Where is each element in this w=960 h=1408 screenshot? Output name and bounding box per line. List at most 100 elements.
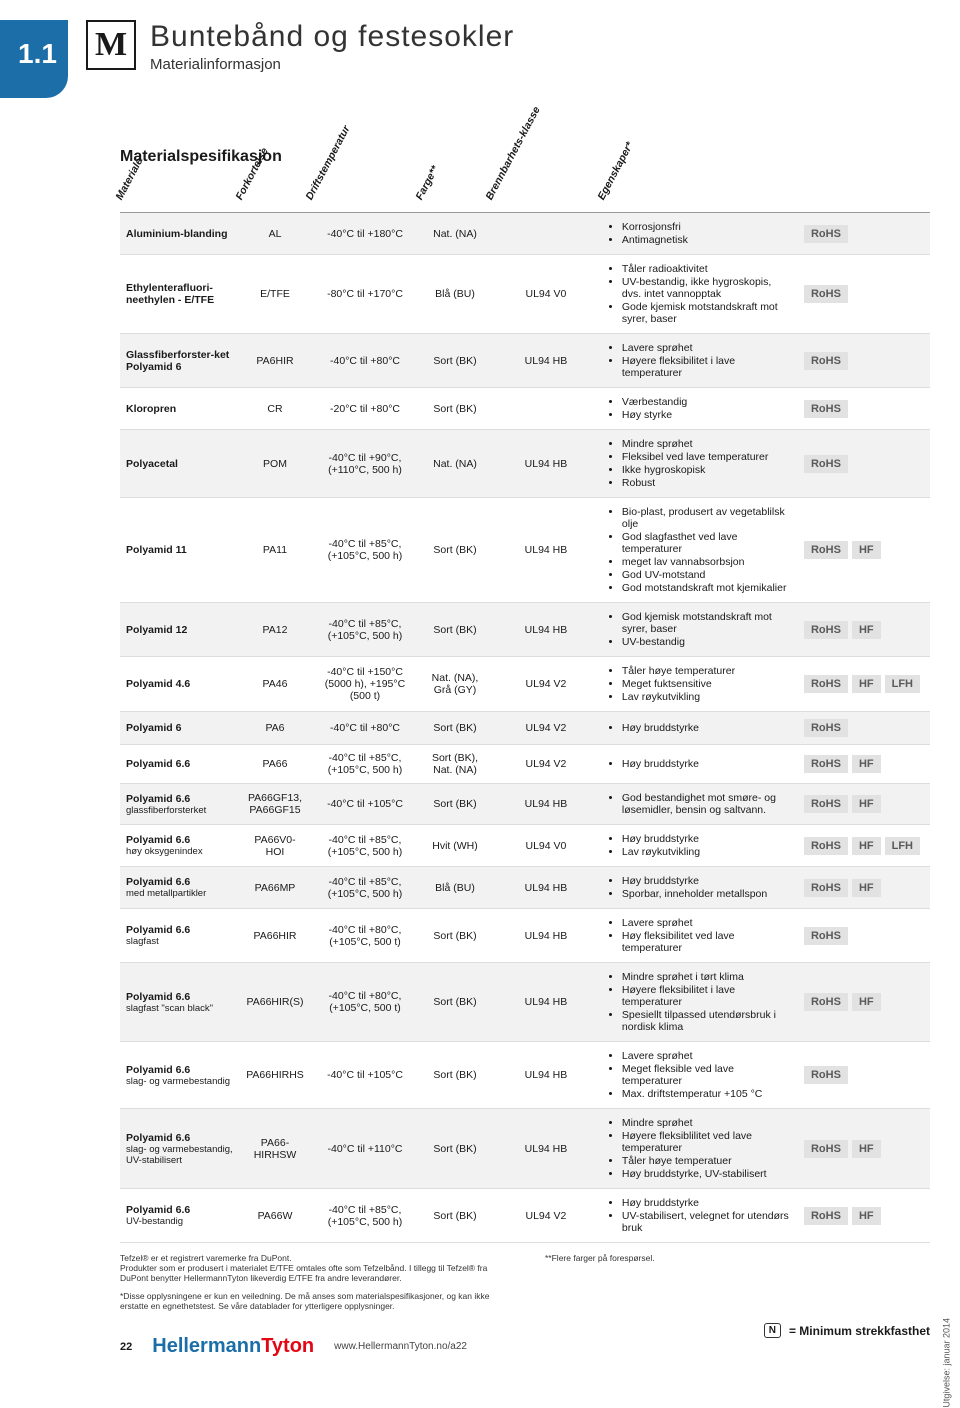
badge: RoHS (804, 1207, 848, 1225)
table-body: Aluminium-blandingAL-40°C til +180°CNat.… (120, 213, 930, 1243)
prop-item: Lavere sprøhet (622, 917, 792, 929)
cell-badges: RoHS (798, 430, 930, 498)
cell-abbr: PA66V0-HOI (240, 825, 310, 867)
col-abbr: Forkortelse (240, 184, 310, 213)
cell-material: Polyamid 6.6slagfast (120, 909, 240, 963)
cell-temp: -40°C til +105°C (310, 1042, 420, 1109)
prop-item: Spesiellt tilpassed utendørsbruk i nordi… (622, 1009, 792, 1033)
cell-color: Sort (BK) (420, 963, 490, 1042)
table-row: Polyamid 6.6slagfastPA66HIR-40°C til +80… (120, 909, 930, 963)
cell-abbr: PA66HIR (240, 909, 310, 963)
badge: RoHS (804, 1140, 848, 1158)
prop-item: Meget fuktsensitive (622, 678, 792, 690)
cell-badges: RoHSHF (798, 603, 930, 657)
prop-item: Gode kjemisk motstandskraft mot syrer, b… (622, 301, 792, 325)
cell-color: Sort (BK) (420, 334, 490, 388)
prop-item: Mindre sprøhet i tørt klima (622, 971, 792, 983)
cell-flame: UL94 V2 (490, 657, 602, 712)
brand-part-1: Hellermann (152, 1335, 261, 1357)
badge: RoHS (804, 621, 848, 639)
prop-item: Høy styrke (622, 409, 792, 421)
title-block: Buntebånd og festesokler Materialinforma… (150, 20, 514, 73)
cell-abbr: PA66 (240, 745, 310, 784)
prop-item: Lav røykutvikling (622, 846, 792, 858)
cell-color: Sort (BK) (420, 1042, 490, 1109)
cell-color: Sort (BK), Nat. (NA) (420, 745, 490, 784)
logo-icon: M (86, 20, 136, 70)
prop-item: God bestandighet mot smøre- og løsemidle… (622, 792, 792, 816)
prop-item: UV-stabilisert, velegnet for utendørs br… (622, 1210, 792, 1234)
cell-temp: -40°C til +150°C (5000 h), +195°C (500 t… (310, 657, 420, 712)
prop-item: Mindre sprøhet (622, 1117, 792, 1129)
cell-temp: -40°C til +80°C, (+105°C, 500 t) (310, 963, 420, 1042)
cell-temp: -40°C til +180°C (310, 213, 420, 255)
cell-flame: UL94 V0 (490, 825, 602, 867)
cell-flame: UL94 HB (490, 867, 602, 909)
prop-item: Korrosjonsfri (622, 221, 792, 233)
footnotes: Tefzel® er et registrert varemerke fra D… (120, 1253, 930, 1311)
cell-badges: RoHS (798, 909, 930, 963)
cell-material-sub: med metallpartikler (126, 888, 234, 899)
prop-item: Ikke hygroskopisk (622, 464, 792, 476)
cell-props: Høy bruddstyrkeLav røykutvikling (602, 825, 798, 867)
cell-flame (490, 213, 602, 255)
cell-badges: RoHS (798, 334, 930, 388)
footnote-line: *Disse opplysningene er kun en veilednin… (120, 1291, 505, 1311)
cell-color: Sort (BK) (420, 712, 490, 745)
prop-item: God kjemisk motstandskraft mot syrer, ba… (622, 611, 792, 635)
cell-badges: RoHS (798, 1042, 930, 1109)
table-row: Polyamid 6.6slagfast "scan black"PA66HIR… (120, 963, 930, 1042)
cell-props: God kjemisk motstandskraft mot syrer, ba… (602, 603, 798, 657)
badge: HF (852, 795, 881, 813)
cell-abbr: PA6HIR (240, 334, 310, 388)
cell-props: Høy bruddstyrkeUV-stabilisert, velegnet … (602, 1189, 798, 1243)
cell-abbr: PA66MP (240, 867, 310, 909)
badge: RoHS (804, 285, 848, 303)
edition-text: Utgivelse: januar 2014 (942, 1318, 952, 1408)
table-row: Polyamid 6.6UV-bestandigPA66W-40°C til +… (120, 1189, 930, 1243)
cell-abbr: AL (240, 213, 310, 255)
badge: HF (852, 675, 881, 693)
cell-badges: RoHS (798, 213, 930, 255)
cell-badges: RoHSHF (798, 745, 930, 784)
table-row: Ethylenterafluori-neethylen - E/TFEE/TFE… (120, 255, 930, 334)
prop-item: Værbestandig (622, 396, 792, 408)
cell-temp: -40°C til +90°C, (+110°C, 500 h) (310, 430, 420, 498)
table-row: Polyamid 6.6PA66-40°C til +85°C, (+105°C… (120, 745, 930, 784)
cell-flame: UL94 HB (490, 784, 602, 825)
badge: HF (852, 1140, 881, 1158)
table-row: PolyacetalPOM-40°C til +90°C, (+110°C, 5… (120, 430, 930, 498)
footnote-line: **Flere farger på forespørsel. (545, 1253, 930, 1263)
prop-item: God motstandskraft mot kjemikalier (622, 582, 792, 594)
prop-item: Robust (622, 477, 792, 489)
cell-material-sub: slagfast (126, 936, 234, 947)
col-color: Farge** (420, 184, 490, 213)
table-row: Polyamid 6.6slag- og varmebestandig, UV-… (120, 1109, 930, 1189)
badge: LFH (885, 675, 920, 693)
cell-temp: -40°C til +85°C, (+105°C, 500 h) (310, 498, 420, 603)
cell-material: Polyamid 6.6UV-bestandig (120, 1189, 240, 1243)
cell-abbr: PA12 (240, 603, 310, 657)
cell-material: Glassfiberforster-ket Polyamid 6 (120, 334, 240, 388)
cell-badges: RoHSHF (798, 498, 930, 603)
footnote-col-right: **Flere farger på forespørsel. (545, 1253, 930, 1311)
cell-flame: UL94 HB (490, 430, 602, 498)
cell-material-sub: slag- og varmebestandig (126, 1076, 234, 1087)
cell-abbr: PA66-HIRHSW (240, 1109, 310, 1189)
cell-color: Hvit (WH) (420, 825, 490, 867)
table-row: Polyamid 6.6med metallpartiklerPA66MP-40… (120, 867, 930, 909)
cell-material-sub: glassfiberforsterket (126, 805, 234, 816)
cell-temp: -40°C til +80°C, (+105°C, 500 t) (310, 909, 420, 963)
cell-temp: -80°C til +170°C (310, 255, 420, 334)
cell-abbr: PA66HIR(S) (240, 963, 310, 1042)
prop-item: Bio-plast, produsert av vegetablilsk olj… (622, 506, 792, 530)
prop-item: God UV-motstand (622, 569, 792, 581)
section-heading: Materialspesifikasjon (120, 148, 960, 166)
cell-material: Polyacetal (120, 430, 240, 498)
cell-temp: -40°C til +105°C (310, 784, 420, 825)
table-row: Glassfiberforster-ket Polyamid 6PA6HIR-4… (120, 334, 930, 388)
prop-item: Høy bruddstyrke, UV-stabilisert (622, 1168, 792, 1180)
cell-material: Polyamid 4.6 (120, 657, 240, 712)
cell-abbr: PA46 (240, 657, 310, 712)
prop-item: Høyere fleksibilitet i lave temperaturer (622, 984, 792, 1008)
